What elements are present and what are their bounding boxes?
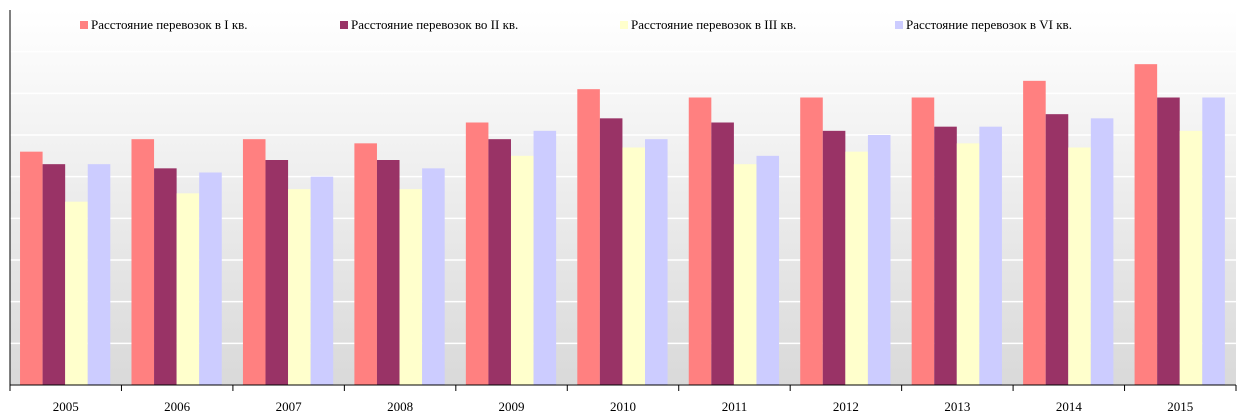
x-tick-label: 2008 — [387, 399, 413, 414]
bar — [1023, 80, 1046, 385]
bar — [1134, 64, 1158, 386]
bar — [688, 97, 712, 385]
legend-swatch — [340, 21, 348, 29]
bar — [265, 160, 289, 385]
bar — [533, 130, 557, 385]
bar — [65, 201, 88, 385]
bar — [465, 122, 489, 385]
bar — [1045, 114, 1069, 386]
legend-label: Расстояние перевозок в VI кв. — [906, 17, 1072, 32]
bar — [1179, 130, 1203, 385]
bar — [756, 155, 780, 385]
bar — [354, 143, 377, 385]
x-tick-label: 2006 — [164, 399, 191, 414]
bar — [1090, 118, 1114, 385]
bar — [711, 122, 734, 385]
x-tick-label: 2010 — [610, 399, 636, 414]
bar — [399, 189, 423, 385]
bar — [1068, 147, 1091, 385]
bar — [42, 164, 66, 385]
bar — [131, 139, 155, 385]
bar — [934, 126, 957, 386]
bar — [1157, 97, 1180, 385]
bar — [176, 193, 200, 385]
x-tick-label: 2011 — [722, 399, 748, 414]
bar — [622, 147, 646, 385]
legend-swatch — [895, 21, 903, 29]
legend-label: Расстояние перевозок в I кв. — [91, 17, 248, 32]
bar — [154, 168, 177, 385]
x-tick-label: 2012 — [833, 399, 859, 414]
bar — [242, 139, 266, 385]
bar — [87, 164, 111, 385]
bar — [577, 89, 600, 386]
x-tick-label: 2015 — [1167, 399, 1193, 414]
x-tick-label: 2009 — [499, 399, 525, 414]
bar — [20, 151, 43, 385]
x-tick-label: 2007 — [276, 399, 303, 414]
legend-swatch — [620, 21, 628, 29]
bar — [979, 126, 1002, 386]
bar — [733, 164, 757, 385]
bar — [422, 168, 445, 385]
bar — [800, 97, 823, 385]
bar — [488, 139, 511, 385]
bar — [845, 151, 868, 385]
legend-swatch — [80, 21, 88, 29]
x-tick-label: 2014 — [1056, 399, 1083, 414]
x-tick-label: 2005 — [53, 399, 79, 414]
legend-label: Расстояние перевозок в III кв. — [631, 17, 796, 32]
bar — [645, 139, 668, 385]
bar — [867, 135, 891, 385]
bar — [1202, 97, 1225, 385]
bar — [822, 130, 846, 385]
x-tick-label: 2013 — [944, 399, 970, 414]
bar — [956, 143, 980, 385]
bar — [310, 176, 334, 385]
bar — [510, 155, 534, 385]
bar — [599, 118, 623, 385]
bar — [199, 172, 222, 385]
bar — [911, 97, 935, 385]
bar — [376, 160, 400, 385]
legend-label: Расстояние перевозок во II кв. — [351, 17, 518, 32]
bar — [288, 189, 311, 385]
